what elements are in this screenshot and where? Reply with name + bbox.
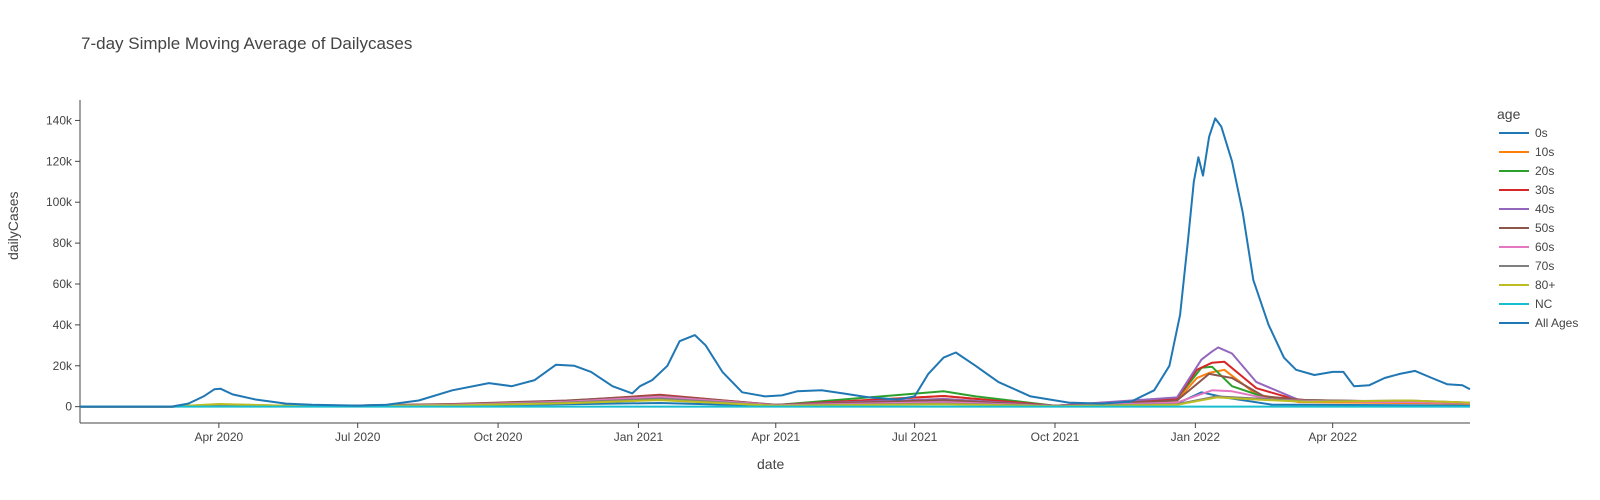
legend-item-50s[interactable]: 50s [1499, 218, 1578, 237]
legend-label: 30s [1535, 182, 1555, 197]
legend-item-40s[interactable]: 40s [1499, 199, 1578, 218]
legend-item-nc[interactable]: NC [1499, 294, 1578, 313]
legend-label: 80+ [1535, 277, 1556, 292]
y-tick-label: 80k [53, 236, 73, 250]
x-tick-label: Oct 2020 [474, 430, 523, 444]
x-axis-label: date [757, 456, 785, 472]
legend-swatch [1499, 150, 1529, 153]
x-tick-label: Apr 2022 [1308, 430, 1357, 444]
legend-label: 60s [1535, 239, 1555, 254]
legend-item-80[interactable]: 80+ [1499, 275, 1578, 294]
series-line-80 [80, 396, 1471, 408]
legend-swatch [1499, 321, 1529, 324]
y-tick-label: 0 [65, 400, 72, 414]
legend-swatch [1499, 207, 1529, 210]
legend: 0s 10s 20s 30s 40s 50s 60s 70s 80+ NC All Ages [1499, 123, 1578, 332]
legend-label: NC [1535, 296, 1553, 311]
legend-swatch [1499, 169, 1529, 172]
legend-swatch [1499, 283, 1529, 286]
legend-swatch [1499, 302, 1529, 305]
legend-swatch [1499, 226, 1529, 229]
legend-title: age [1497, 106, 1521, 122]
x-tick-label: Jul 2020 [335, 430, 381, 444]
x-tick-label: Apr 2020 [194, 430, 243, 444]
legend-item-30s[interactable]: 30s [1499, 180, 1578, 199]
legend-item-20s[interactable]: 20s [1499, 161, 1578, 180]
chart-series-lines [80, 117, 1471, 408]
series-line-10s [80, 368, 1471, 408]
y-tick-label: 60k [53, 277, 73, 291]
legend-swatch [1499, 188, 1529, 191]
chart-axes: 0 20k 40k 60k 80k 100k 120k 140k Apr 2020 Jul 202… [46, 100, 1470, 444]
series-line-all-ages [80, 117, 1471, 408]
legend-label: 40s [1535, 201, 1555, 216]
legend-label: 70s [1535, 258, 1555, 273]
legend-label: 10s [1535, 144, 1555, 159]
legend-item-0s[interactable]: 0s [1499, 123, 1578, 142]
x-tick-label: Jul 2021 [892, 430, 938, 444]
legend-item-60s[interactable]: 60s [1499, 237, 1578, 256]
legend-swatch [1499, 245, 1529, 248]
legend-item-10s[interactable]: 10s [1499, 142, 1578, 161]
y-tick-label: 120k [46, 154, 73, 168]
x-tick-label: Oct 2021 [1031, 430, 1080, 444]
y-tick-label: 100k [46, 195, 73, 209]
x-tick-label: Jan 2022 [1171, 430, 1221, 444]
y-tick-label: 20k [53, 359, 73, 373]
legend-label: 20s [1535, 163, 1555, 178]
y-tick-label: 40k [53, 318, 73, 332]
legend-swatch [1499, 131, 1529, 134]
legend-swatch [1499, 264, 1529, 267]
legend-label: All Ages [1535, 315, 1579, 330]
x-tick-label: Jan 2021 [614, 430, 664, 444]
legend-label: 0s [1535, 125, 1548, 140]
legend-item-70s[interactable]: 70s [1499, 256, 1578, 275]
y-axis-label: dailyCases [5, 191, 21, 260]
chart-title: 7-day Simple Moving Average of Dailycase… [81, 34, 413, 53]
x-tick-label: Apr 2021 [751, 430, 800, 444]
legend-item-all-ages[interactable]: All Ages [1499, 313, 1578, 332]
y-tick-label: 140k [46, 113, 73, 127]
legend-label: 50s [1535, 220, 1555, 235]
